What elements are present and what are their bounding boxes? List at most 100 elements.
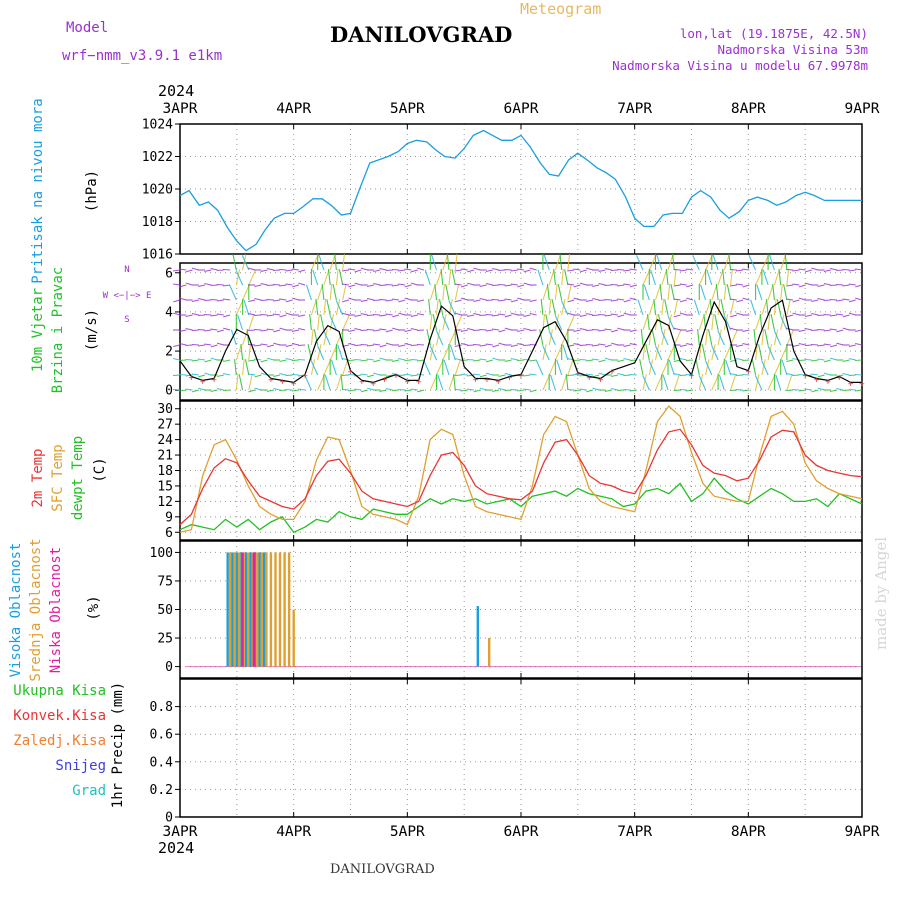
wind-arrow [510, 312, 519, 316]
wind-arrow [567, 269, 575, 272]
wind-arrow [598, 313, 606, 316]
wind-gust-marker: + [200, 377, 206, 387]
wind-arrow [179, 297, 187, 301]
xtick-label-bottom: 3APR [163, 824, 198, 840]
wind-arrow [323, 329, 328, 346]
wind-arrow [392, 327, 400, 331]
wind-arrow [223, 268, 231, 271]
wind-arrow [248, 299, 256, 303]
wind-gust-marker: + [814, 375, 820, 385]
wind-gust-marker: + [382, 375, 388, 385]
wind-arrow [650, 269, 657, 286]
wind-arrow [637, 299, 644, 316]
wind-arrow [185, 344, 193, 347]
wind-arrow [585, 299, 594, 303]
wind-arrow [329, 284, 333, 301]
wind-arrow [498, 374, 506, 378]
wind-arrow [492, 314, 500, 317]
wind-arrow [567, 254, 571, 271]
wind-arrow [686, 329, 694, 333]
wind-arrow [298, 282, 306, 286]
wind-arrow [179, 329, 187, 333]
wind-arrow [479, 284, 487, 288]
wind-arrow [755, 374, 760, 391]
wind-arrow [756, 284, 763, 301]
pressure-frame [179, 123, 863, 255]
wind-gust-marker: + [371, 379, 377, 389]
wind-arrow [191, 373, 199, 376]
cloud-mid-bar [247, 552, 250, 667]
xtick-label-top: 7APR [617, 101, 652, 117]
wind-arrow [778, 269, 782, 286]
wind-arrow [398, 299, 406, 303]
wind-arrow [742, 268, 750, 271]
wind-arrow [204, 282, 212, 286]
wind-arrow [223, 372, 231, 376]
wind-arrow [642, 314, 649, 331]
wind-arrow [510, 344, 519, 348]
wind-arrow [779, 315, 788, 331]
wind-arrow [398, 357, 406, 361]
cloud-high-bar [226, 552, 229, 667]
wind-arrow [354, 388, 362, 391]
cloud-high-bar [476, 606, 479, 667]
wind-arrow [373, 359, 381, 363]
wind-arrow [398, 388, 406, 391]
wind-arrow [473, 359, 481, 362]
wind-arrow [273, 374, 281, 378]
wind-arrow [329, 345, 338, 361]
wind-arrow [373, 372, 381, 376]
wind-panel: 0 2 4 6 + + + + + + + + + + + + + + + + + + + + + + + + + + + + + + +10m V… [30, 254, 865, 401]
temp2m-ylabel: 2m Temp [30, 448, 46, 507]
cloud-mid-bar [260, 552, 263, 667]
wind-arrow [260, 359, 268, 363]
wind-arrow [585, 329, 594, 332]
cloud-high-bar [244, 552, 248, 667]
wind-arrow [316, 345, 325, 361]
wind-arrow [320, 314, 325, 331]
wind-arrow [404, 268, 412, 271]
wind-arrow [823, 372, 831, 376]
wind-arrow [354, 314, 362, 318]
wind-arrow [210, 284, 218, 287]
wind-arrow [467, 358, 475, 361]
wind-arrow [348, 359, 356, 362]
wind-arrow [673, 389, 681, 392]
wind-arrow [479, 387, 487, 391]
wind-arrow [310, 360, 319, 376]
wind-arrow [273, 342, 281, 346]
wind-arrow [817, 328, 825, 331]
wind-arrow [773, 329, 779, 346]
wind-arrow [567, 283, 575, 286]
dewpt-line [179, 477, 863, 534]
cloud-high-bar [235, 552, 238, 667]
wind-arrow [398, 269, 406, 272]
wind-arrow [784, 254, 788, 271]
wind-arrow [242, 329, 249, 346]
wind-arrow [736, 283, 744, 286]
wind-arrow [654, 375, 663, 391]
wind-arrow [279, 298, 287, 301]
wind-arrow [855, 284, 863, 288]
wind-arrow [604, 298, 612, 301]
wind-arrow [335, 374, 342, 391]
wind-arrow [817, 358, 825, 361]
wind-arrow [379, 314, 387, 317]
wind-arrow [435, 360, 444, 376]
wind-arrow [279, 284, 287, 287]
wind-arrow [198, 387, 206, 391]
wind-arrow [742, 297, 750, 301]
cloud-ytick-label: 25 [157, 632, 173, 647]
wind-arrow [510, 388, 518, 391]
wind-gust-marker: + [746, 368, 752, 378]
wind-arrow [191, 299, 199, 303]
wind-arrow [548, 330, 556, 346]
wind-arrow [786, 327, 794, 331]
wind-arrow [317, 284, 324, 301]
wind-arrow [179, 284, 187, 288]
wind-arrow [266, 267, 275, 271]
wind-arrow [210, 314, 218, 317]
wind-arrow [604, 357, 612, 361]
wind-arrow [460, 359, 468, 362]
wind-arrow [759, 314, 763, 331]
